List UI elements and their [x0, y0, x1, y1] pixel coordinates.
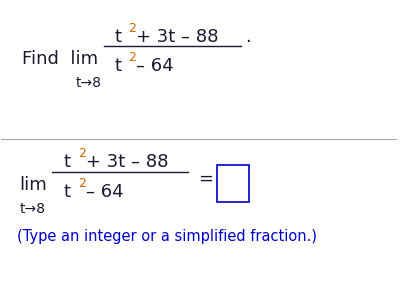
Text: t: t: [64, 183, 71, 201]
Text: 2: 2: [78, 177, 86, 190]
Text: + 3t – 88: + 3t – 88: [86, 153, 168, 171]
Text: t→8: t→8: [19, 202, 45, 216]
Text: .: .: [245, 28, 250, 46]
Text: – 64: – 64: [136, 57, 174, 75]
Text: t: t: [64, 153, 71, 171]
Text: (Type an integer or a simplified fraction.): (Type an integer or a simplified fractio…: [17, 229, 318, 244]
Text: t: t: [114, 28, 121, 46]
Text: 2: 2: [128, 51, 136, 64]
Text: 2: 2: [78, 147, 86, 160]
Text: =: =: [198, 170, 213, 188]
Text: t→8: t→8: [76, 76, 102, 90]
Text: – 64: – 64: [86, 183, 124, 201]
Bar: [217, 164, 249, 202]
Text: t: t: [114, 57, 121, 75]
Text: + 3t – 88: + 3t – 88: [136, 28, 219, 46]
Text: Find  lim: Find lim: [21, 50, 98, 68]
Text: 2: 2: [128, 22, 136, 35]
Text: lim: lim: [19, 176, 47, 194]
